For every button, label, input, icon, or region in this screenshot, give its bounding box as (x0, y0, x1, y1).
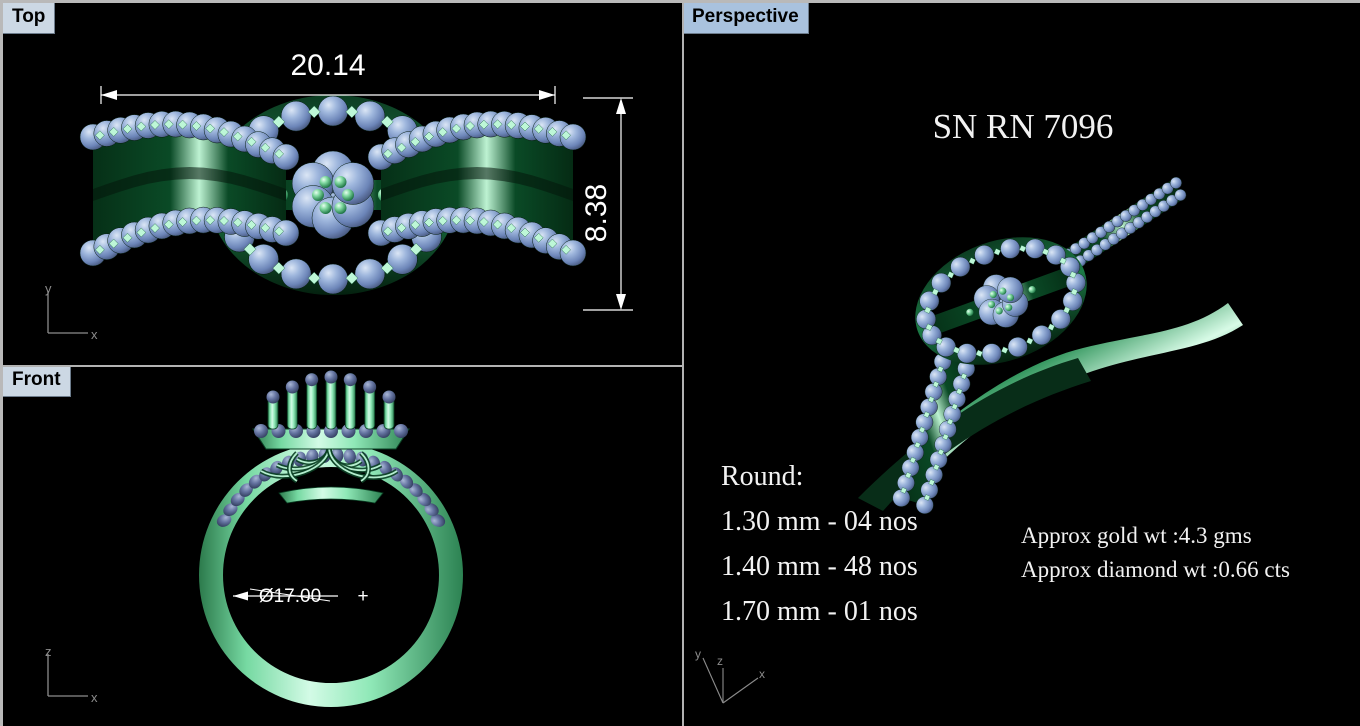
svg-text:+: + (357, 586, 368, 607)
svg-text:8.38: 8.38 (580, 184, 613, 242)
svg-text:z: z (45, 644, 52, 659)
svg-text:y: y (695, 647, 701, 661)
svg-text:Ø17.00: Ø17.00 (259, 586, 321, 607)
svg-text:x: x (759, 667, 765, 681)
svg-text:x: x (91, 327, 98, 342)
svg-text:y: y (45, 281, 52, 296)
svg-text:z: z (717, 654, 723, 668)
svg-text:20.14: 20.14 (290, 49, 365, 82)
svg-text:x: x (91, 690, 98, 705)
